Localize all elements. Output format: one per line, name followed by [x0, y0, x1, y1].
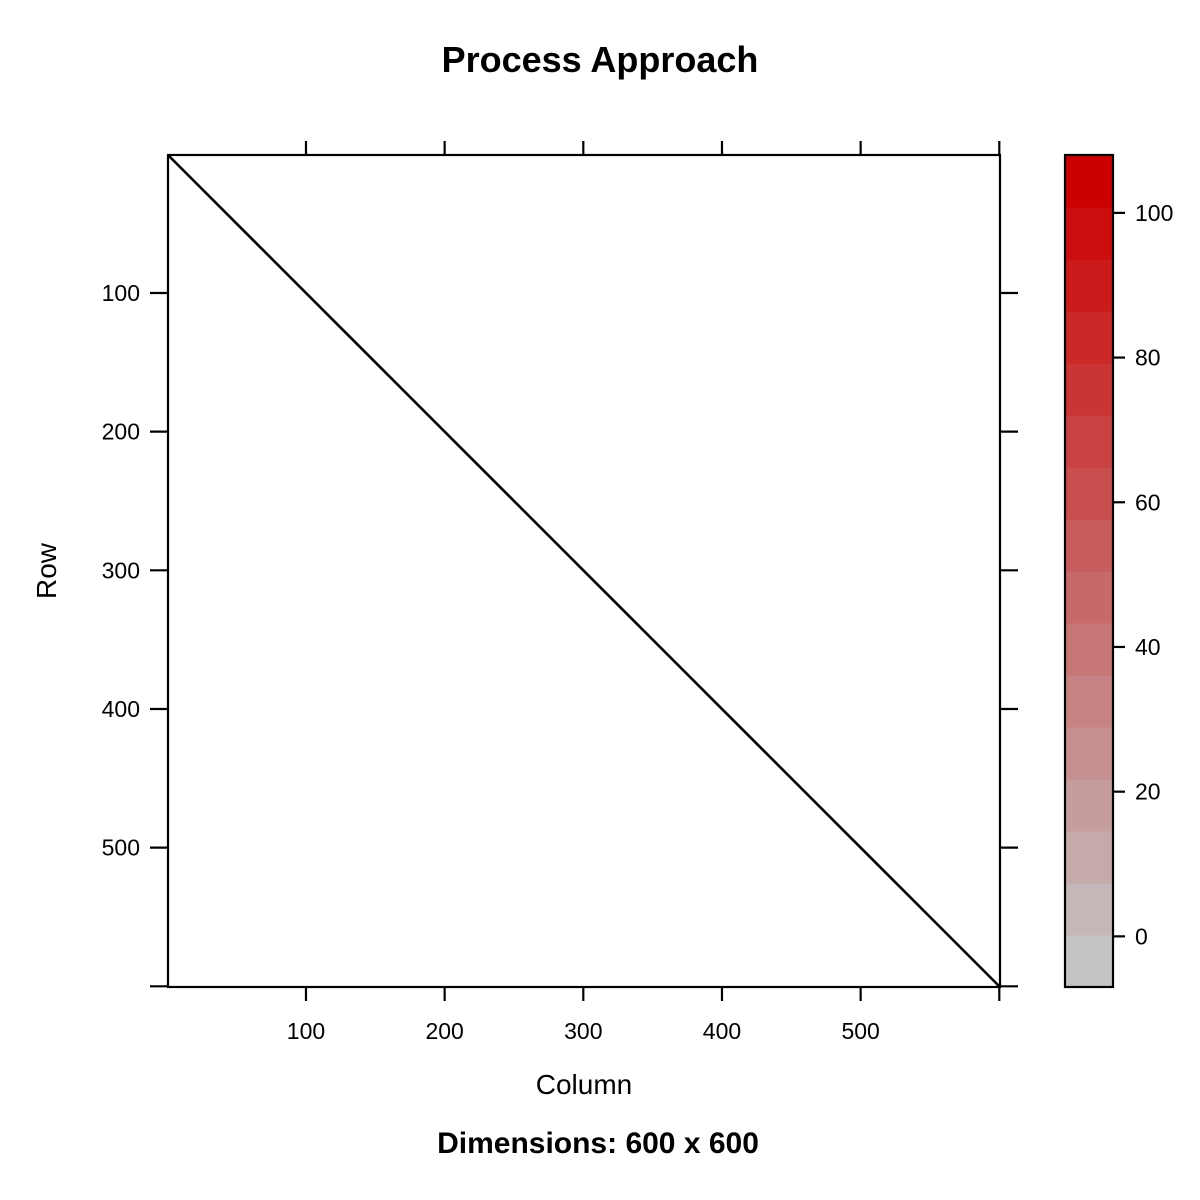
- y-tick-label: 200: [102, 419, 140, 445]
- color-key-bin: [1065, 623, 1113, 676]
- heatmap-cells: [167, 154, 1001, 988]
- color-key-bin: [1065, 831, 1113, 884]
- x-axis: 100 200 300 400 500: [287, 141, 1001, 1044]
- color-key-bin: [1065, 519, 1113, 572]
- chart-title: Process Approach: [442, 39, 759, 80]
- color-key-bin: [1065, 675, 1113, 728]
- x-tick-label: 100: [287, 1018, 325, 1044]
- color-key-label: 20: [1135, 779, 1161, 805]
- y-tick-label: 400: [102, 696, 140, 722]
- color-key-label: 60: [1135, 489, 1161, 515]
- color-key-label: 80: [1135, 345, 1161, 371]
- color-key-bin: [1065, 207, 1113, 260]
- color-key-bin: [1065, 259, 1113, 312]
- color-key-bin: [1065, 883, 1113, 936]
- chart-subtitle: Dimensions: 600 x 600: [437, 1127, 759, 1160]
- color-key-bin: [1065, 155, 1113, 208]
- color-key-bin: [1065, 363, 1113, 416]
- color-key-bin: [1065, 467, 1113, 520]
- y-axis-label: Row: [31, 542, 62, 599]
- x-tick-label: 300: [564, 1018, 602, 1044]
- y-tick-label: 100: [102, 280, 140, 306]
- x-tick-label: 500: [841, 1018, 879, 1044]
- color-key-frame: [1063, 153, 1115, 989]
- color-key-bin: [1065, 935, 1113, 988]
- y-tick-label: 500: [102, 835, 140, 861]
- color-key-bin: [1065, 727, 1113, 780]
- color-key-label: 40: [1135, 634, 1161, 660]
- x-axis-label: Column: [536, 1069, 632, 1100]
- diagonal-cells: [167, 154, 1001, 988]
- color-key-label: 0: [1135, 923, 1148, 949]
- color-key-bin: [1065, 779, 1113, 832]
- x-tick-label: 400: [703, 1018, 741, 1044]
- color-key-bin: [1065, 415, 1113, 468]
- y-tick-label: 300: [102, 557, 140, 583]
- color-key-bin: [1065, 571, 1113, 624]
- y-axis: 100 200 300 400 500: [102, 280, 1018, 988]
- color-key-bin: [1065, 311, 1113, 364]
- color-key: 0 20 40 60 80 100: [1063, 153, 1173, 989]
- x-tick-label: 200: [425, 1018, 463, 1044]
- color-key-label: 100: [1135, 200, 1173, 226]
